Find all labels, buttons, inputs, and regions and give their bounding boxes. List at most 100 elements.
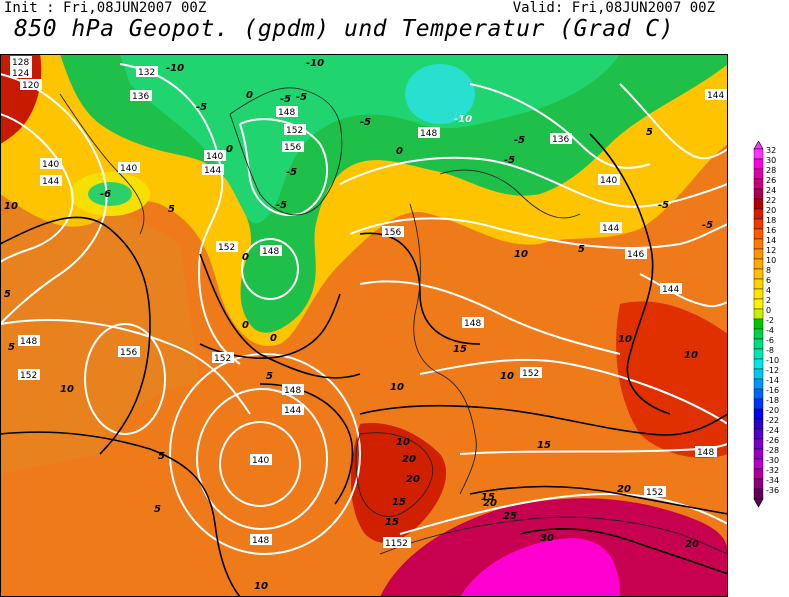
legend-label: 16 (766, 226, 776, 235)
legend-swatch (753, 238, 764, 250)
contour-144 (0, 113, 74, 263)
geo-label-text: 148 (464, 319, 481, 329)
geo-label: 148 (695, 446, 717, 458)
geo-label: 152 (520, 367, 542, 379)
valid-time: Valid: Fri,08JUN2007 00Z (512, 0, 715, 16)
legend-label: 24 (766, 186, 776, 195)
legend-label: -22 (766, 416, 779, 425)
legend-swatch (753, 268, 764, 280)
legend-swatch (753, 438, 764, 450)
iso-label: -5 (280, 94, 291, 105)
geo-label-text: 140 (206, 152, 223, 162)
geo-label: 156 (282, 141, 304, 153)
iso-label: -10 (454, 114, 472, 125)
isotherm-15 (359, 404, 728, 436)
contour-148-south (459, 443, 728, 455)
iso-label: -5 (514, 135, 525, 146)
geo-label-text: 148 (697, 448, 714, 458)
geo-label-text: 152 (522, 369, 539, 379)
contour-152-south (419, 358, 728, 425)
geo-label-text: 148 (20, 337, 37, 347)
legend-swatch (753, 458, 764, 470)
legend-label: -6 (766, 336, 774, 345)
legend-swatch (753, 368, 764, 380)
temperature-field-east (616, 301, 728, 458)
legend-swatch (753, 228, 764, 240)
legend-swatch (753, 348, 764, 360)
iso-label: 5 (646, 127, 653, 138)
iso-label: 0 (242, 320, 249, 331)
legend-label: 12 (766, 246, 776, 255)
geo-label-text: 152 (218, 243, 235, 253)
contour-148-loop (241, 238, 299, 300)
legend-label: 18 (766, 216, 776, 225)
geo-label: 144 (40, 175, 62, 187)
legend-label: 32 (766, 146, 776, 155)
geo-label: 152 (284, 124, 306, 136)
legend-swatch (753, 388, 764, 400)
geo-label-text: 152 (286, 126, 303, 136)
legend-label: 28 (766, 166, 776, 175)
iso-label: -5 (276, 200, 287, 211)
legend-swatch (753, 158, 764, 170)
coast-north-africa (379, 516, 728, 555)
legend-label: -24 (766, 426, 779, 435)
legend-swatch (753, 218, 764, 230)
contour-148 (119, 63, 241, 365)
legend-label: 0 (766, 306, 771, 315)
legend-swatch (753, 478, 764, 490)
contour-152-north (339, 156, 728, 208)
legend-label: 30 (766, 156, 776, 165)
legend-arrow-bottom (753, 498, 764, 508)
geo-label: 136 (550, 133, 572, 145)
legend-swatch (753, 418, 764, 430)
contour-144-low (196, 388, 328, 530)
legend-swatch (753, 408, 764, 420)
legend-label: 2 (766, 296, 771, 305)
geo-label-text: 148 (420, 129, 437, 139)
iso-label: 5 (4, 289, 11, 300)
isotherm-25 (519, 528, 728, 575)
geo-label-text: 148 (262, 247, 279, 257)
legend-label: -26 (766, 436, 779, 445)
legend-swatch (753, 148, 764, 160)
legend-labels: 32302826242220181614121086420-2-4-6-8-10… (766, 146, 779, 495)
legend-label: -34 (766, 476, 779, 485)
geo-label-text: 144 (707, 91, 724, 101)
geo-label-text: 144 (662, 285, 679, 295)
geo-label-text: 140 (252, 456, 269, 466)
geo-label: 152 (216, 241, 238, 253)
contour-156-high (84, 323, 166, 435)
init-time: Init : Fri,08JUN2007 00Z (4, 0, 207, 16)
legend-swatch (753, 278, 764, 290)
iso-label: 20 (406, 474, 420, 485)
iso-label: 20 (402, 454, 416, 465)
legend-swatch (753, 198, 764, 210)
geo-label: 148 (418, 127, 440, 139)
geo-label-text: 148 (284, 386, 301, 396)
geo-label-text: 140 (120, 164, 137, 174)
geo-label: 148 (18, 335, 40, 347)
iso-label: -5 (296, 92, 307, 103)
geo-label-text: 146 (627, 250, 644, 260)
iso-label: 5 (154, 504, 161, 515)
legend-label: -2 (766, 316, 774, 325)
iso-label: 10 (500, 371, 514, 382)
contour-156-mid (359, 280, 621, 355)
geo-label-text: 144 (42, 177, 59, 187)
iso-label: 5 (266, 371, 273, 382)
geo-label: 1152 (383, 537, 411, 549)
iso-label: -5 (702, 220, 713, 231)
geo-label: 156 (382, 226, 404, 238)
iso-label: -5 (196, 102, 207, 113)
geo-label-text: 144 (204, 166, 221, 176)
coast-iceland-greenland (229, 87, 343, 216)
geo-label: 120 (20, 79, 42, 91)
geo-label: 156 (118, 346, 140, 358)
legend-swatch (753, 188, 764, 200)
legend-label: -30 (766, 456, 779, 465)
geo-label-text: 124 (12, 69, 29, 79)
iso-label: 0 (242, 252, 249, 263)
iso-label: 5 (8, 342, 15, 353)
iso-label: 15 (481, 492, 495, 503)
